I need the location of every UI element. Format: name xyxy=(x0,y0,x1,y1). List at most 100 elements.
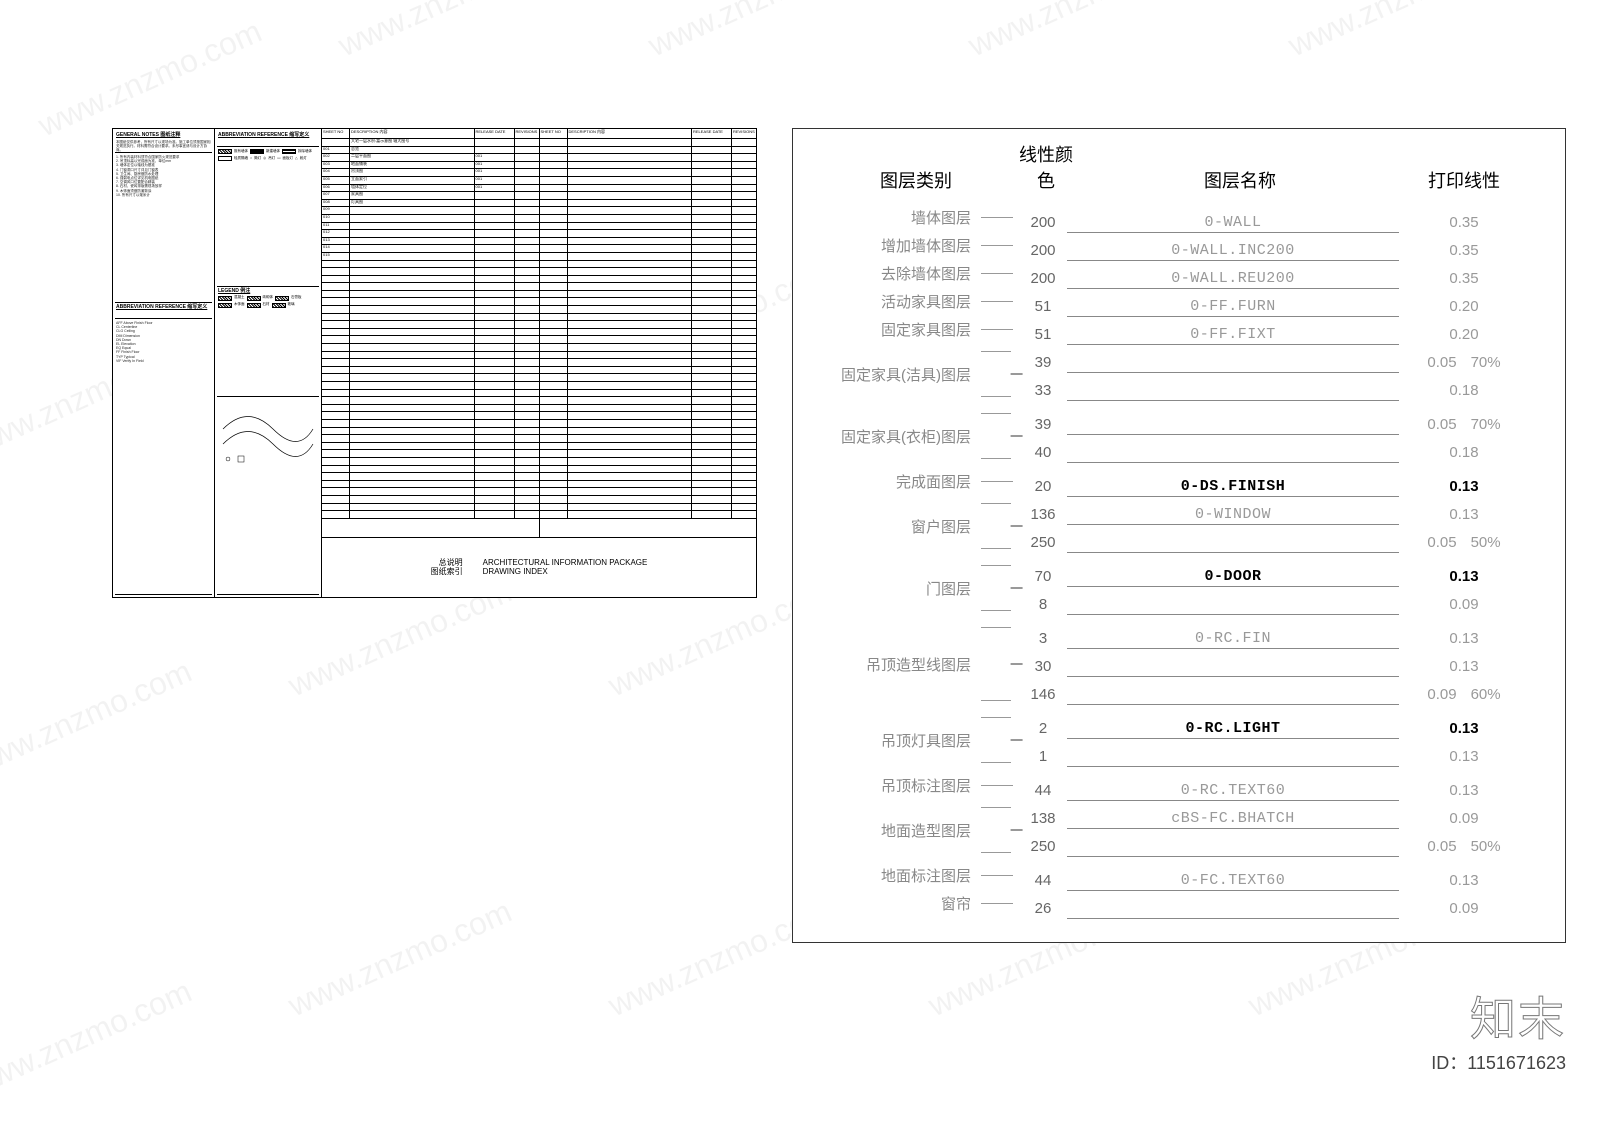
layer-group: 窗户图层1360-WINDOW0.132500.0550% xyxy=(821,495,1529,557)
layer-color-code: 44 xyxy=(1019,782,1067,799)
bracket-icon xyxy=(981,565,1011,611)
layer-print-weight: 0.09 xyxy=(1399,596,1529,613)
layer-print-weight: 0.09 xyxy=(1399,900,1529,917)
connector-line xyxy=(981,301,1013,302)
legend-column: ABBREVIATION REFERENCE 缩写定义 既有墙体 新建墙体 拆除… xyxy=(215,129,322,597)
layer-table-body: 墙体图层2000-WALL0.35增加墙体图层2000-WALL.INC2000… xyxy=(821,203,1529,917)
bracket-icon xyxy=(981,717,1011,763)
table-row xyxy=(540,139,757,147)
table-row xyxy=(540,314,757,322)
layer-row: 30-RC.FIN0.13 xyxy=(821,619,1529,647)
connector-line xyxy=(981,481,1013,482)
table-row xyxy=(540,298,757,306)
table-row xyxy=(540,238,757,246)
table-row xyxy=(540,420,757,428)
layer-color-code: 200 xyxy=(1019,214,1067,231)
abbrev-header-2: ABBREVIATION REFERENCE 缩写定义 xyxy=(116,305,211,311)
abbrev-list: AFF Above Finish FloorCL CenterlineCLG C… xyxy=(116,321,211,363)
layer-group: 吊顶造型线图层30-RC.FIN0.13300.131460.0960% xyxy=(821,619,1529,709)
table-row xyxy=(540,245,757,253)
table-row xyxy=(540,207,757,215)
table-row xyxy=(322,276,539,284)
table-row xyxy=(322,291,539,299)
layer-name: 0-RC.FIN xyxy=(1067,630,1399,647)
table-row xyxy=(322,473,539,481)
layer-category-label: 固定家具(洁具)图层 xyxy=(821,364,971,385)
table-row xyxy=(540,466,757,474)
curve-symbol xyxy=(218,399,318,469)
symbol-legend: 既有墙体 新建墙体 拆除墙体 轻质隔墙 ○筒灯 ◎吊灯 ▭面板灯 △射灯 xyxy=(218,149,318,161)
table-row xyxy=(540,177,757,185)
layer-category-label: 吊顶造型线图层 xyxy=(821,654,971,675)
table-row xyxy=(540,405,757,413)
layer-row: 1460.0960% xyxy=(821,675,1529,703)
layer-table-header-row: 图层类别 线性颜色 图层名称 打印线性 xyxy=(821,141,1529,193)
layer-print-weight: 0.0960% xyxy=(1399,686,1529,703)
table-row: 012 xyxy=(322,230,539,238)
table-row xyxy=(540,192,757,200)
layer-category-label: 地面造型图层 xyxy=(821,820,971,841)
layer-print-weight: 0.13 xyxy=(1399,630,1529,647)
table-row xyxy=(322,397,539,405)
notes-column: GENERAL NOTES 图纸注释 本图纸仅供参考，所有尺寸以现场为准。施工单… xyxy=(113,129,215,597)
connector-line xyxy=(981,903,1013,904)
table-row xyxy=(540,329,757,337)
col-rev: REVISIONS xyxy=(515,129,539,138)
table-row xyxy=(540,504,757,512)
layer-print-weight: 0.09 xyxy=(1399,810,1529,827)
table-row: 015 xyxy=(322,253,539,261)
table-row xyxy=(322,488,539,496)
table-row: 002二层平面图001 xyxy=(322,154,539,162)
bracket-icon xyxy=(981,503,1011,549)
layer-color-code: 3 xyxy=(1019,630,1067,647)
table-row xyxy=(540,496,757,504)
layer-name: 0-WINDOW xyxy=(1067,506,1399,523)
table-row xyxy=(540,154,757,162)
layer-category-label: 窗帘 xyxy=(821,893,971,914)
header-line-color: 线性颜色 xyxy=(1011,141,1081,193)
layer-print-weight: 0.13 xyxy=(1399,748,1529,765)
table-row: 011 xyxy=(322,223,539,231)
header-layer-name: 图层名称 xyxy=(1081,167,1399,193)
layer-color-code: 138 xyxy=(1019,810,1067,827)
table-row xyxy=(540,428,757,436)
table-row xyxy=(322,321,539,329)
layer-group: 去除墙体图层2000-WALL.REU2000.35 xyxy=(821,259,1529,287)
layer-name: 0-FC.TEXT60 xyxy=(1067,872,1399,889)
table-row xyxy=(540,367,757,375)
table-row xyxy=(540,200,757,208)
table-row xyxy=(322,329,539,337)
table-row xyxy=(540,481,757,489)
table-row xyxy=(540,344,757,352)
layer-print-weight: 0.13 xyxy=(1399,872,1529,889)
layer-category-label: 地面标注图层 xyxy=(821,865,971,886)
table-row: 006墙体定位001 xyxy=(322,185,539,193)
layer-print-weight: 0.0570% xyxy=(1399,416,1529,433)
layer-print-weight: 0.20 xyxy=(1399,326,1529,343)
table-row xyxy=(322,435,539,443)
layer-category-label: 固定家具(衣柜)图层 xyxy=(821,426,971,447)
layer-color-code: 20 xyxy=(1019,478,1067,495)
layer-print-weight: 0.13 xyxy=(1399,506,1529,523)
layer-group: 地面标注图层440-FC.TEXT600.13 xyxy=(821,861,1529,889)
layer-color-code: 33 xyxy=(1019,382,1067,399)
layer-category-label: 窗户图层 xyxy=(821,516,971,537)
title-en-2: DRAWING INDEX xyxy=(483,568,648,577)
connector-line xyxy=(981,329,1013,330)
layer-color-code: 200 xyxy=(1019,242,1067,259)
sheet-table-right: SHEET NO DESCRIPTION 内容 RELEASE DATE REV… xyxy=(540,129,757,537)
table-row: 009 xyxy=(322,207,539,215)
table-row xyxy=(322,511,539,519)
table-row xyxy=(540,306,757,314)
table-row xyxy=(322,261,539,269)
sheet-table-left: SHEET NO DESCRIPTION 内容 RELEASE DATE REV… xyxy=(322,129,540,537)
table-row xyxy=(322,428,539,436)
layer-name: cBS-FC.BHATCH xyxy=(1067,810,1399,827)
layer-print-weight: 0.18 xyxy=(1399,444,1529,461)
table-row xyxy=(540,488,757,496)
abbrev-header: ABBREVIATION REFERENCE 缩写定义 xyxy=(218,133,318,139)
bracket-icon xyxy=(981,413,1011,459)
table-row: 003地面铺装001 xyxy=(322,162,539,170)
layer-group: 窗帘260.09 xyxy=(821,889,1529,917)
general-notes-header: GENERAL NOTES 图纸注释 xyxy=(116,133,211,139)
